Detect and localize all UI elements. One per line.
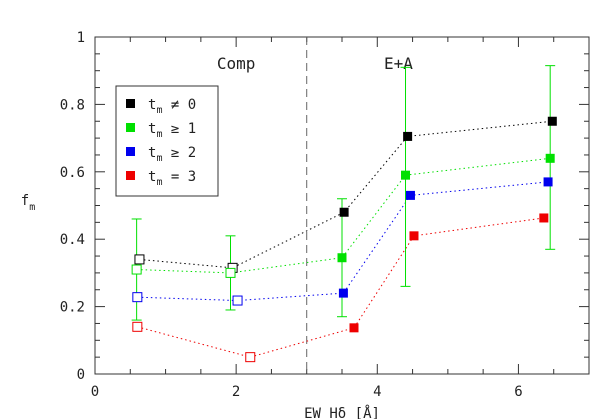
data-point [547,116,557,126]
x-axis-label: EW Hδ [Å] [304,405,380,419]
data-point-open [134,254,145,265]
data-point-open [245,352,256,363]
data-point [401,170,411,180]
data-point [337,253,347,263]
data-point-open [131,264,142,275]
legend-marker [126,123,135,132]
series-line [137,181,549,302]
y-tick-label: 0.4 [60,232,85,248]
y-tick-label: 0 [77,367,85,383]
data-point-open [132,321,143,332]
data-point [543,177,553,187]
y-tick-label: 0.6 [60,165,85,181]
y-tick-label: 0.2 [60,300,85,316]
data-point [539,213,549,223]
data-point-open [232,295,243,306]
x-tick-label: 0 [91,384,99,400]
data-point [349,323,359,333]
region-label: Comp [217,54,256,73]
y-axis-label: fm [21,193,35,213]
y-tick-label: 0.8 [60,97,85,113]
x-tick-label: 4 [373,384,381,400]
x-tick-label: 6 [514,384,522,400]
legend-label: tm = 3 [148,169,196,188]
data-point [338,288,348,298]
legend-label: tm ≠ 0 [148,97,196,116]
legend-marker [126,171,135,180]
data-point [545,153,555,163]
data-point-open [132,292,143,303]
data-point [339,207,349,217]
series-line [137,217,544,358]
data-point [405,190,415,200]
data-point-open [225,267,236,278]
legend-label: tm ≥ 2 [148,145,196,164]
legend-label: tm ≥ 1 [148,121,196,140]
data-point [403,131,413,141]
legend-marker [126,99,135,108]
region-label: E+A [384,54,413,73]
legend-marker [126,147,135,156]
x-tick-label: 2 [232,384,240,400]
series-line [139,120,553,269]
legend: tm ≠ 0 tm ≥ 1 tm ≥ 2 tm = 3 [115,85,219,197]
data-point [409,231,419,241]
y-tick-label: 1 [77,30,85,46]
